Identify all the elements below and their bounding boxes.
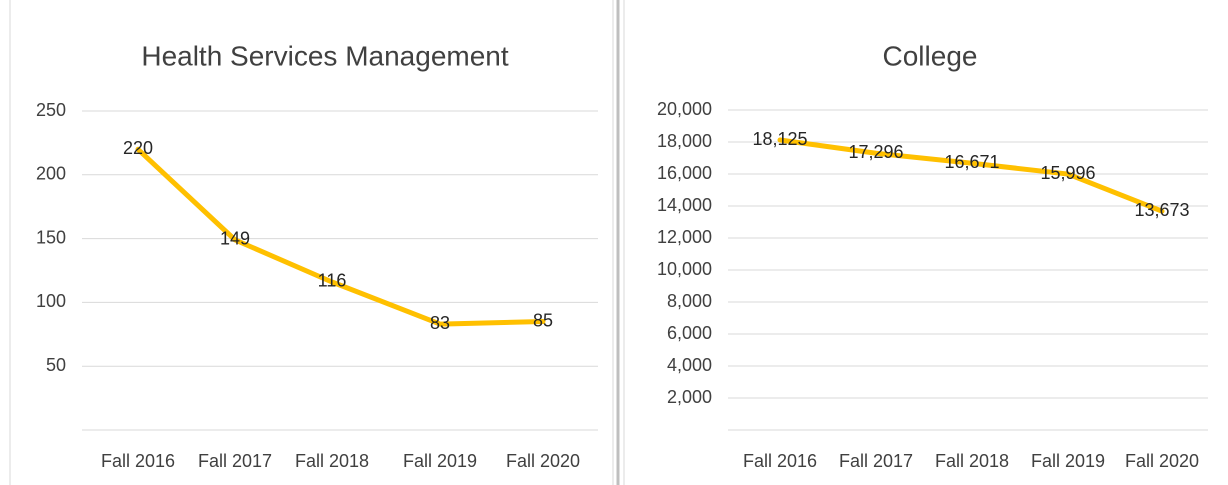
- chart-frame: [9, 0, 614, 485]
- data-label: 116: [318, 271, 347, 291]
- x-tick-label: Fall 2019: [1031, 451, 1105, 471]
- data-label: 18,125: [752, 129, 807, 149]
- chart-title: Health Services Management: [141, 40, 509, 71]
- x-tick-label: Fall 2020: [1125, 451, 1199, 471]
- data-label: 15,996: [1040, 163, 1095, 183]
- line: [777, 137, 1165, 214]
- y-tick-label: 10,000: [657, 259, 712, 279]
- data-label: 220: [123, 138, 153, 158]
- y-tick-label: 100: [36, 291, 66, 311]
- x-tick-label: Fall 2017: [839, 451, 913, 471]
- data-label: 149: [220, 229, 250, 249]
- x-tick-label: Fall 2016: [101, 451, 175, 471]
- y-tick-label: 250: [36, 100, 66, 120]
- y-tick-label: 20,000: [657, 99, 712, 119]
- x-tick-label: Fall 2017: [198, 451, 272, 471]
- data-label: 16,671: [944, 152, 999, 172]
- y-tick-label: 200: [36, 164, 66, 184]
- y-tick-label: 12,000: [657, 227, 712, 247]
- y-tick-label: 50: [46, 355, 66, 375]
- y-tick-label: 18,000: [657, 131, 712, 151]
- data-label: 13,673: [1134, 200, 1189, 220]
- line: [135, 146, 546, 327]
- y-tick-label: 2,000: [667, 387, 712, 407]
- data-label: 83: [430, 313, 450, 333]
- data-label: 85: [533, 310, 553, 330]
- y-tick-label: 150: [36, 227, 66, 247]
- y-tick-label: 14,000: [657, 195, 712, 215]
- data-label: 17,296: [848, 142, 903, 162]
- y-tick-label: 6,000: [667, 323, 712, 343]
- x-tick-label: Fall 2016: [743, 451, 817, 471]
- y-tick-label: 4,000: [667, 355, 712, 375]
- chart-title: College: [883, 40, 978, 71]
- y-tick-label: 8,000: [667, 291, 712, 311]
- y-tick-label: 16,000: [657, 163, 712, 183]
- x-tick-label: Fall 2018: [935, 451, 1009, 471]
- x-tick-label: Fall 2018: [295, 451, 369, 471]
- x-tick-label: Fall 2020: [506, 451, 580, 471]
- chart-frame: [623, 0, 625, 485]
- x-tick-label: Fall 2019: [403, 451, 477, 471]
